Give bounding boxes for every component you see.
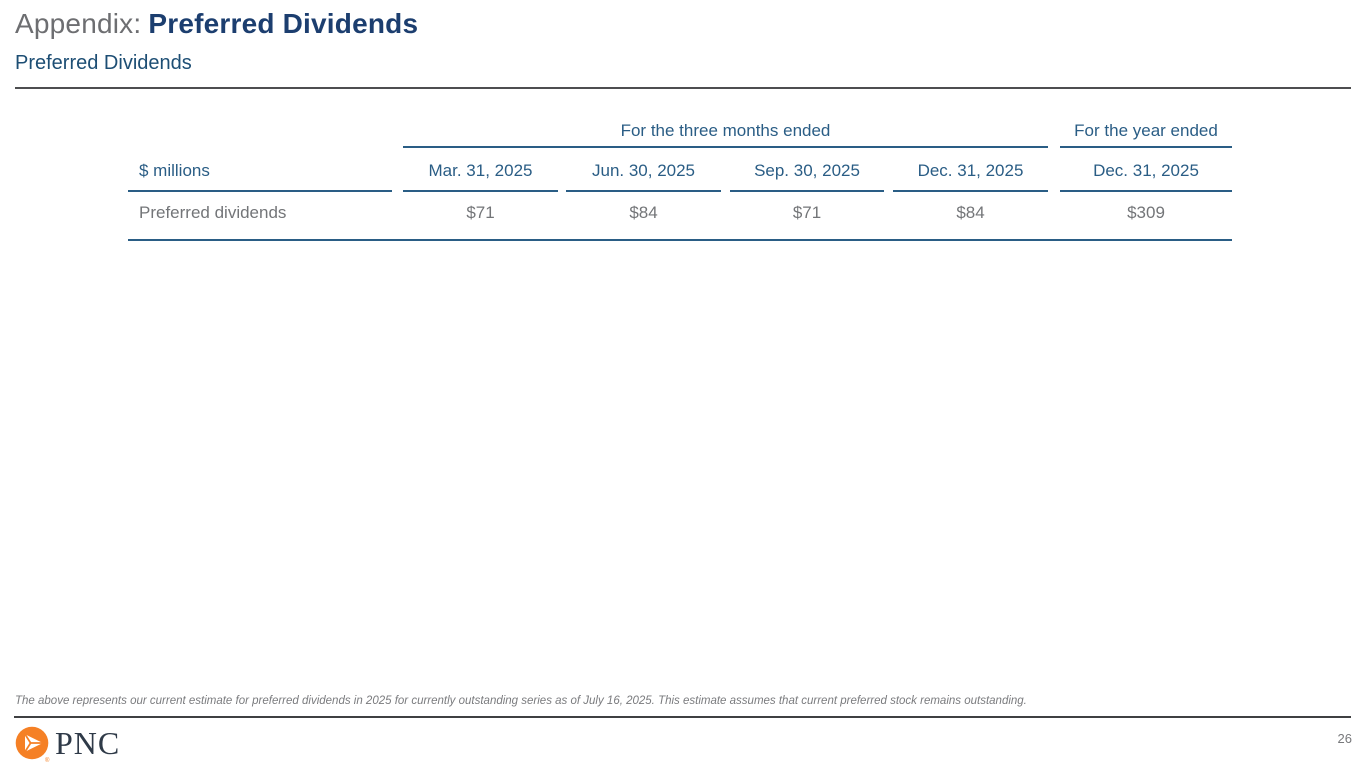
footer-divider <box>14 716 1351 718</box>
page-title-emphasis: Preferred Dividends <box>148 8 419 39</box>
registered-trademark: ® <box>45 758 50 764</box>
value-q1: $71 <box>466 203 495 222</box>
table-group-header-quarters: For the three months ended <box>620 121 831 140</box>
table-bottom-border <box>128 239 1232 241</box>
header-underline-q4 <box>893 190 1048 192</box>
year-group-underline <box>1060 146 1232 148</box>
value-q3: $71 <box>792 203 822 222</box>
header-underline-fy <box>1060 190 1232 192</box>
page-number: 26 <box>1337 731 1352 746</box>
table-unit-label: $ millions <box>139 161 210 180</box>
header-underline-q3 <box>730 190 884 192</box>
value-q2: $84 <box>629 203 658 222</box>
pnc-wordmark: PNC <box>55 725 121 761</box>
header-underline-q1 <box>403 190 558 192</box>
row-label-preferred-dividends: Preferred dividends <box>139 203 287 222</box>
value-fy: $309 <box>1127 203 1165 222</box>
pnc-logo-icon <box>15 726 49 760</box>
header-underline-q2 <box>566 190 721 192</box>
page-title-prefix: Appendix: <box>15 8 142 39</box>
page-title: Appendix: Preferred Dividends <box>15 8 418 40</box>
pnc-logo: ® PNC <box>15 725 121 764</box>
column-header-q3: Sep. 30, 2025 <box>754 161 860 180</box>
page-subtitle: Preferred Dividends <box>15 52 192 74</box>
footnote: The above represents our current estimat… <box>15 695 1027 707</box>
column-header-fy: Dec. 31, 2025 <box>1093 161 1199 180</box>
column-header-q1: Mar. 31, 2025 <box>428 161 533 180</box>
value-q4: $84 <box>956 203 985 222</box>
header-divider <box>15 87 1351 89</box>
header-underline-label <box>128 190 392 192</box>
column-header-q4: Dec. 31, 2025 <box>917 161 1024 180</box>
table-group-header-year: For the year ended <box>1074 121 1218 140</box>
quarters-group-underline <box>403 146 1048 148</box>
column-header-q2: Jun. 30, 2025 <box>591 161 696 180</box>
